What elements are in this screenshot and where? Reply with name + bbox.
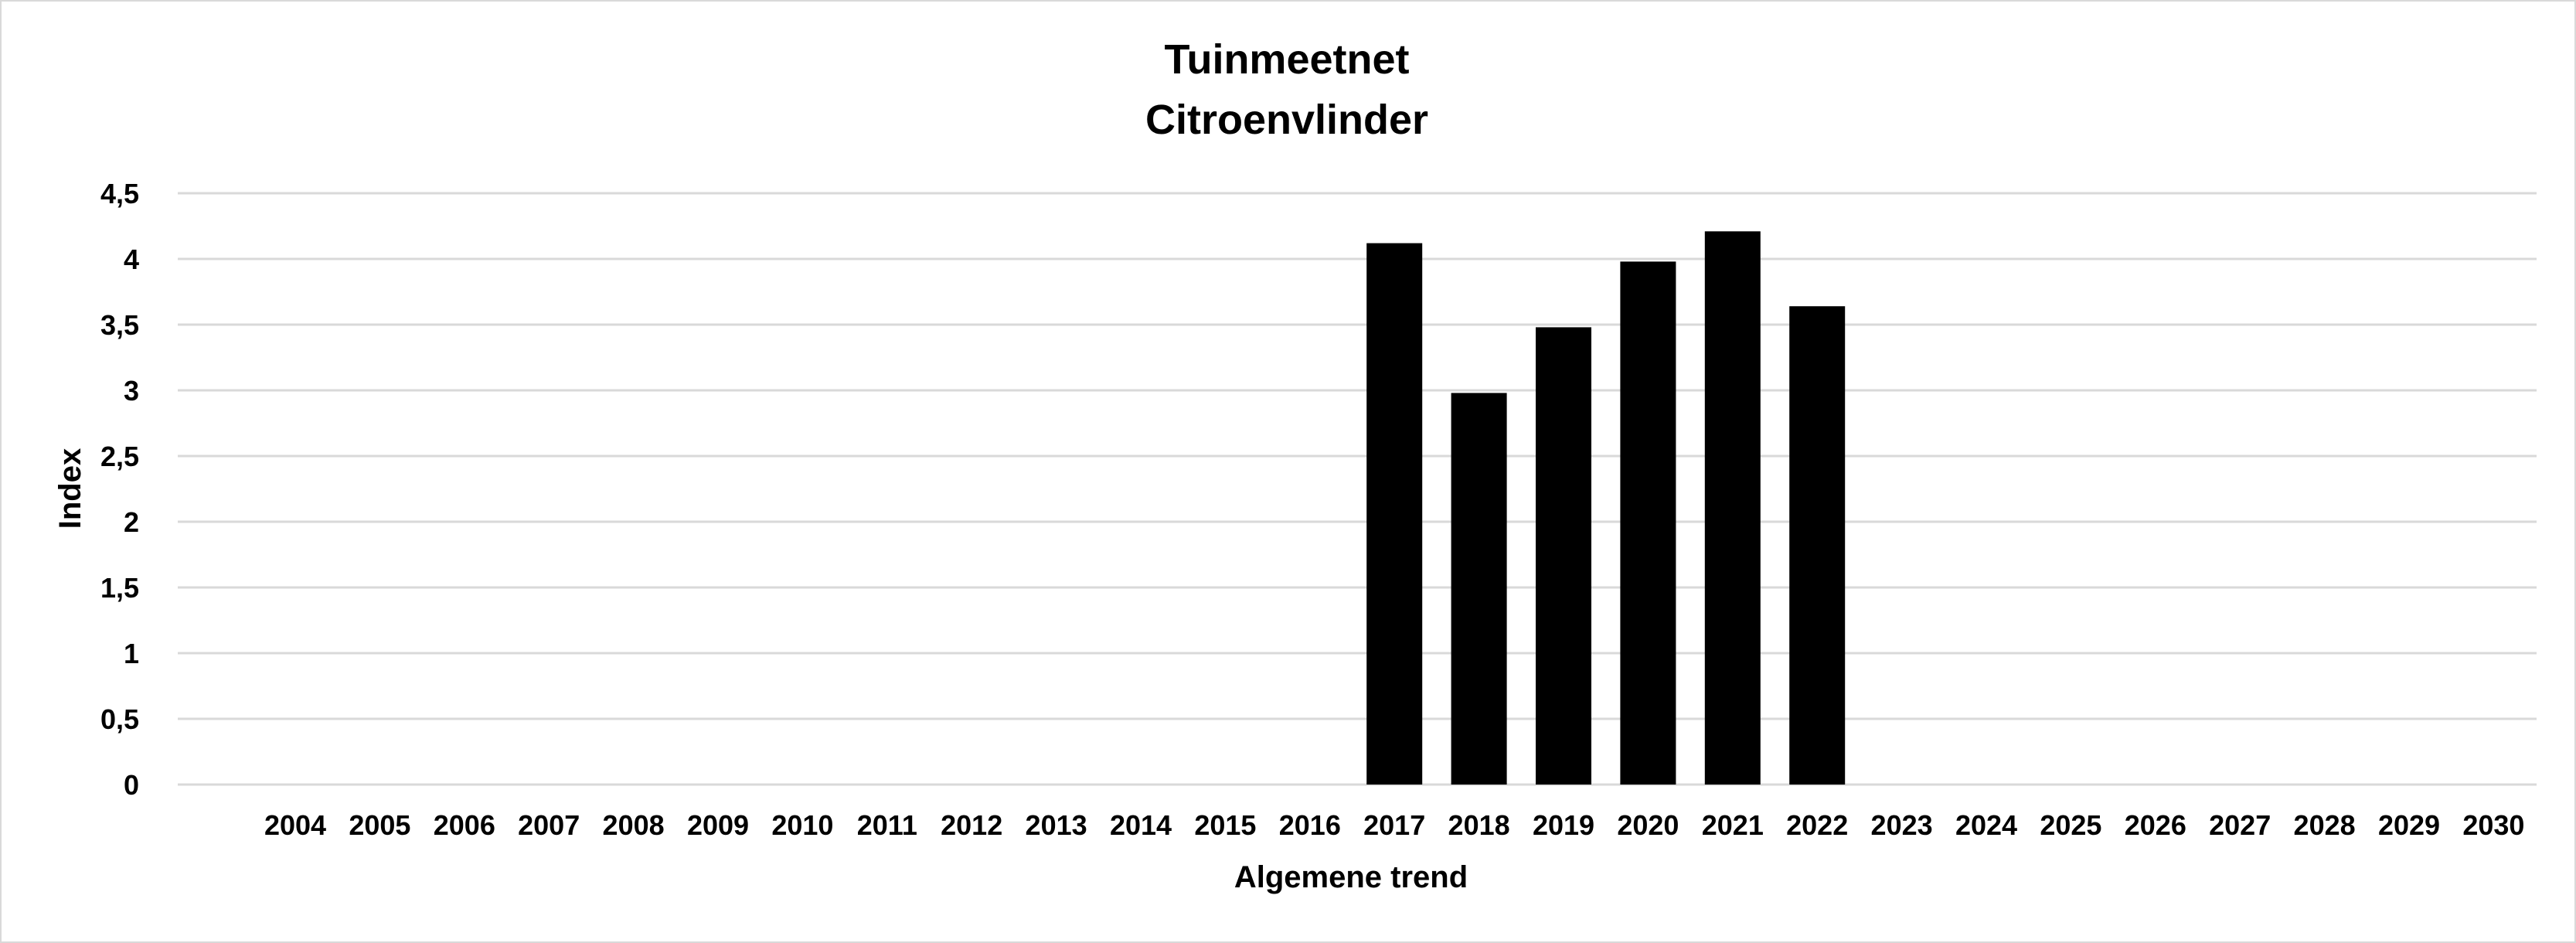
y-tick-label: 3,5 xyxy=(100,309,139,341)
bar-2019 xyxy=(1536,327,1591,785)
x-tick-label: 2005 xyxy=(349,809,410,841)
x-axis-ticks: 2004 2005 2006 2007 2008 2009 2010 2011 2012 2013… xyxy=(264,809,2524,841)
x-tick-label: 2007 xyxy=(518,809,580,841)
x-tick-label: 2023 xyxy=(1871,809,1933,841)
x-tick-label: 2018 xyxy=(1448,809,1510,841)
bar-2018 xyxy=(1451,393,1507,785)
x-tick-label: 2027 xyxy=(2209,809,2271,841)
x-tick-label: 2028 xyxy=(2294,809,2356,841)
bar-2017 xyxy=(1366,243,1423,785)
y-tick-label: 0,5 xyxy=(100,703,139,735)
x-tick-label: 2030 xyxy=(2462,809,2524,841)
x-tick-label: 2022 xyxy=(1786,809,1848,841)
y-tick-label: 0 xyxy=(124,769,139,801)
x-tick-label: 2013 xyxy=(1026,809,1087,841)
x-tick-label: 2010 xyxy=(771,809,833,841)
x-tick-label: 2009 xyxy=(687,809,749,841)
x-tick-label: 2011 xyxy=(857,809,917,841)
x-tick-label: 2016 xyxy=(1279,809,1341,841)
chart-subtitle: Citroenvlinder xyxy=(1145,97,1428,143)
x-tick-label: 2024 xyxy=(1955,809,2017,841)
bar-2022 xyxy=(1789,306,1846,785)
bar-2020 xyxy=(1620,261,1676,785)
bar-2021 xyxy=(1704,231,1761,785)
y-axis-ticks: 0 0,5 1 1,5 2 2,5 3 3,5 4 4,5 xyxy=(100,178,139,801)
x-tick-label: 2014 xyxy=(1110,809,1172,841)
x-tick-label: 2004 xyxy=(264,809,326,841)
x-tick-label: 2021 xyxy=(1702,809,1764,841)
chart-title: Tuinmeetnet xyxy=(1164,36,1409,83)
x-tick-label: 2008 xyxy=(603,809,665,841)
bars xyxy=(1366,231,1846,785)
gridlines xyxy=(178,192,2537,786)
y-tick-label: 2,5 xyxy=(100,441,139,472)
y-tick-label: 4 xyxy=(124,243,139,275)
y-tick-label: 4,5 xyxy=(100,178,139,209)
x-tick-label: 2020 xyxy=(1617,809,1679,841)
x-tick-label: 2029 xyxy=(2378,809,2440,841)
x-tick-label: 2012 xyxy=(941,809,1002,841)
y-axis-title: Index xyxy=(53,448,87,529)
x-tick-label: 2017 xyxy=(1363,809,1425,841)
y-tick-label: 2 xyxy=(124,506,139,538)
x-tick-label: 2025 xyxy=(2040,809,2101,841)
y-tick-label: 3 xyxy=(124,375,139,407)
x-axis-title: Algemene trend xyxy=(1234,860,1468,894)
y-tick-label: 1 xyxy=(124,638,139,669)
x-tick-label: 2019 xyxy=(1533,809,1594,841)
x-tick-label: 2026 xyxy=(2125,809,2186,841)
x-tick-label: 2015 xyxy=(1194,809,1256,841)
x-tick-label: 2006 xyxy=(434,809,495,841)
y-tick-label: 1,5 xyxy=(100,572,139,604)
